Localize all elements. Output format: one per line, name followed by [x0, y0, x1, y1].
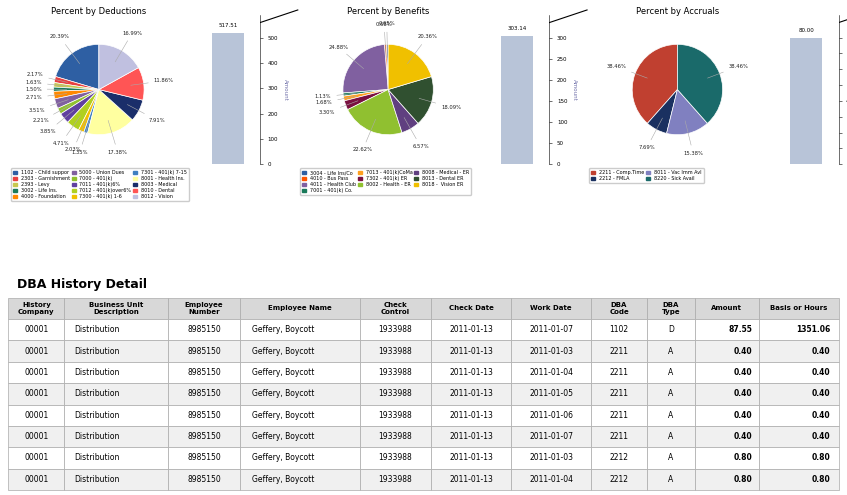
Wedge shape	[53, 83, 99, 90]
Wedge shape	[388, 90, 418, 133]
Text: 15.38%: 15.38%	[684, 121, 703, 155]
Text: 1.50%: 1.50%	[25, 87, 67, 92]
Text: 0.65%: 0.65%	[379, 21, 395, 57]
Title: Percent by Benefits: Percent by Benefits	[347, 7, 429, 16]
Wedge shape	[58, 90, 99, 114]
Y-axis label: Amount: Amount	[283, 79, 288, 100]
Wedge shape	[385, 45, 388, 90]
Text: 11.86%: 11.86%	[130, 78, 174, 85]
Wedge shape	[647, 90, 678, 134]
Wedge shape	[61, 90, 99, 122]
Bar	[790, 38, 822, 164]
Wedge shape	[343, 90, 388, 96]
Legend: 2211 - Comp.Time, 2212 - FMLA, 8011 - Vac Imm Avl, 8220 - Sick Avail: 2211 - Comp.Time, 2212 - FMLA, 8011 - Va…	[590, 168, 704, 183]
Wedge shape	[55, 90, 99, 108]
Text: 303.14: 303.14	[507, 26, 527, 31]
Wedge shape	[68, 90, 99, 130]
Wedge shape	[667, 90, 707, 135]
Text: 17.38%: 17.38%	[108, 120, 128, 155]
Wedge shape	[343, 45, 388, 93]
Text: 38.46%: 38.46%	[707, 64, 749, 78]
Wedge shape	[99, 68, 144, 100]
Text: 18.09%: 18.09%	[419, 99, 461, 110]
Wedge shape	[53, 87, 99, 92]
Wedge shape	[84, 90, 99, 133]
Wedge shape	[347, 90, 402, 135]
Title: Percent by Accruals: Percent by Accruals	[636, 7, 719, 16]
Wedge shape	[678, 45, 722, 123]
Wedge shape	[388, 45, 431, 90]
Text: 20.39%: 20.39%	[50, 35, 80, 64]
Wedge shape	[56, 45, 99, 90]
Bar	[212, 33, 244, 164]
Wedge shape	[345, 90, 388, 109]
Text: 20.36%: 20.36%	[407, 35, 437, 64]
Text: 517.51: 517.51	[218, 23, 237, 28]
Text: 2.03%: 2.03%	[65, 119, 86, 152]
Text: 2.21%: 2.21%	[33, 105, 70, 123]
Text: 80.00: 80.00	[799, 28, 814, 33]
Text: 3.30%: 3.30%	[318, 101, 358, 115]
Wedge shape	[99, 45, 138, 90]
Legend: 1102 - Child suppor, 2303 - Garnishment, 2393 - Levy, 3002 - Life Ins., 4000 - F: 1102 - Child suppor, 2303 - Garnishment,…	[11, 168, 189, 201]
Wedge shape	[386, 45, 388, 90]
Text: 24.88%: 24.88%	[329, 45, 363, 69]
Text: 0.68%: 0.68%	[376, 22, 392, 57]
Text: 3.85%: 3.85%	[40, 110, 74, 134]
Text: 7.69%: 7.69%	[639, 118, 662, 150]
Text: 6.57%: 6.57%	[404, 117, 429, 149]
Wedge shape	[343, 90, 388, 101]
Bar	[501, 36, 533, 164]
Wedge shape	[87, 90, 132, 135]
Legend: 3004 - Life Ins/Co, 4010 - Bus Pass, 4011 - Health Club, 7001 - 401(k) Co., 7013: 3004 - Life Ins/Co, 4010 - Bus Pass, 401…	[300, 168, 472, 196]
Wedge shape	[632, 45, 678, 123]
Y-axis label: Amount: Amount	[572, 79, 577, 100]
Text: 1.68%: 1.68%	[316, 96, 357, 105]
Text: 4.71%: 4.71%	[53, 116, 80, 146]
Text: 1.63%: 1.63%	[25, 80, 67, 86]
Wedge shape	[53, 90, 99, 99]
Text: 2.17%: 2.17%	[26, 72, 68, 82]
Text: 7.91%: 7.91%	[127, 104, 165, 123]
Text: 2.71%: 2.71%	[25, 94, 67, 100]
Text: 16.99%: 16.99%	[115, 31, 142, 62]
Title: Percent by Deductions: Percent by Deductions	[52, 7, 147, 16]
Text: 22.62%: 22.62%	[352, 119, 375, 152]
Text: 1.35%: 1.35%	[71, 120, 90, 155]
Wedge shape	[54, 77, 99, 90]
Wedge shape	[79, 90, 99, 132]
Text: 3.51%: 3.51%	[29, 99, 69, 113]
Text: DBA History Detail: DBA History Detail	[17, 278, 147, 291]
Text: 38.46%: 38.46%	[606, 64, 647, 78]
Wedge shape	[99, 90, 143, 120]
Wedge shape	[388, 77, 434, 123]
Text: 1.13%: 1.13%	[315, 93, 357, 99]
